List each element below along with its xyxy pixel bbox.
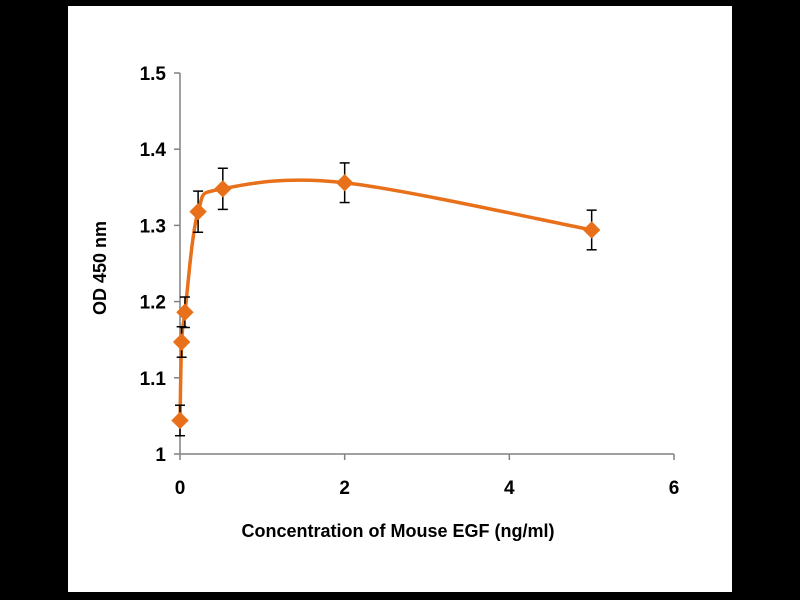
x-tick-label: 4 — [504, 478, 515, 499]
x-tick-label: 2 — [339, 478, 350, 499]
data-point-marker — [214, 180, 232, 198]
y-tick-label: 1.4 — [140, 140, 167, 161]
y-tick-label: 1.2 — [140, 293, 166, 314]
x-axis-title: Concentration of Mouse EGF (ng/ml) — [242, 521, 555, 541]
y-tick-label: 1.5 — [140, 64, 167, 85]
data-point-marker — [171, 411, 189, 430]
axes — [174, 72, 675, 460]
series-line — [178, 178, 592, 421]
series-layer — [171, 162, 601, 437]
data-point-marker — [189, 202, 207, 221]
data-point-marker — [582, 221, 601, 239]
data-point-marker — [176, 303, 194, 321]
y-tick-label: 1.1 — [140, 369, 167, 390]
tick-labels: 1 1.1 1.2 1.3 1.4 1.5 0 2 4 6 — [140, 64, 680, 499]
y-axis-title: OD 450 nm — [90, 221, 110, 315]
plot-panel: 1 1.1 1.2 1.3 1.4 1.5 0 2 4 6 Concentration of Mo… — [68, 6, 732, 592]
x-tick-label: 6 — [669, 478, 680, 499]
y-tick-label: 1.3 — [140, 216, 166, 237]
data-point-marker — [172, 333, 191, 351]
x-tick-label: 0 — [175, 478, 186, 499]
chart: 1 1.1 1.2 1.3 1.4 1.5 0 2 4 6 Concentration of Mo… — [90, 64, 680, 541]
data-point-marker — [335, 174, 354, 192]
y-tick-label: 1 — [155, 445, 166, 466]
